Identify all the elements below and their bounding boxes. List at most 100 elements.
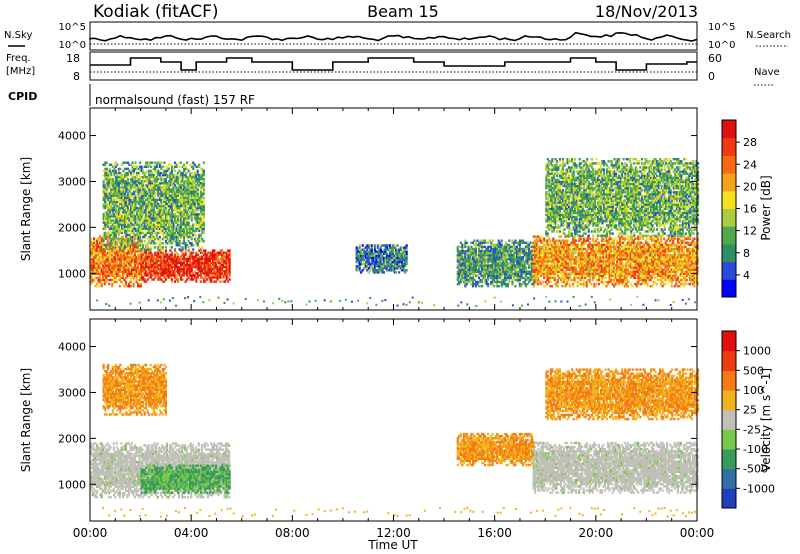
heatmap-cell: [532, 285, 535, 288]
heatmap-cell: [117, 251, 120, 255]
heatmap-cell: [120, 229, 123, 233]
heatmap-cell: [160, 161, 163, 164]
heatmap-cell: [103, 266, 106, 269]
heatmap-cell: [192, 261, 195, 265]
heatmap-cell: [161, 233, 164, 237]
heatmap-cell: [474, 249, 477, 253]
heatmap-cell: [126, 272, 129, 275]
heatmap-cell: [91, 270, 94, 273]
heatmap-cell: [199, 248, 202, 251]
heatmap-cell: [110, 221, 113, 224]
heatmap-cell: [177, 272, 180, 275]
heatmap-cell: [149, 261, 152, 265]
heatmap-cell: [166, 265, 169, 269]
heatmap-cell: [158, 249, 161, 252]
heatmap-cell: [396, 244, 399, 247]
heatmap-cell: [155, 265, 158, 269]
heatmap-cell: [93, 245, 96, 249]
heatmap-cell: [96, 243, 99, 247]
heatmap-cell: [149, 221, 152, 224]
heatmap-cell: [132, 262, 135, 265]
heatmap-cell: [132, 285, 135, 288]
heatmap-cell: [402, 252, 405, 255]
heatmap-cell: [189, 263, 192, 267]
heatmap-cell: [183, 265, 186, 269]
heatmap-cell: [96, 237, 99, 240]
heatmap-cell: [126, 266, 129, 269]
heatmap-cell: [138, 268, 141, 271]
heatmap-cell: [140, 278, 143, 281]
heatmap-cell: [189, 257, 192, 261]
heatmap-cell: [358, 244, 361, 247]
heatmap-cell: [158, 270, 161, 273]
heatmap-cell: [140, 249, 143, 253]
heatmap-cell: [164, 270, 167, 273]
heatmap-cell: [114, 262, 117, 265]
heatmap-cell: [121, 258, 124, 261]
heatmap-cell: [123, 251, 126, 255]
heatmap-cell: [102, 264, 105, 267]
heatmap-cell: [221, 268, 224, 271]
heatmap-cell: [111, 247, 114, 251]
heatmap-cell: [184, 272, 187, 275]
heatmap-cell: [106, 251, 109, 255]
heatmap-cell: [177, 255, 180, 258]
heatmap-cell: [91, 266, 94, 269]
heatmap-cell: [103, 258, 106, 261]
heatmap-cell: [97, 262, 100, 265]
heatmap-cell: [193, 263, 196, 267]
heatmap-cell: [135, 249, 138, 253]
heatmap-cell: [111, 202, 114, 206]
heatmap-cell: [202, 209, 205, 212]
heatmap-cell: [181, 248, 184, 251]
nsky-label: N.Sky: [4, 30, 32, 41]
heatmap-cell: [497, 285, 500, 288]
heatmap-cell: [145, 233, 148, 237]
heatmap-cell: [177, 280, 180, 283]
heatmap-cell: [108, 264, 111, 267]
heatmap-cell: [131, 161, 134, 164]
heatmap-cell: [138, 254, 141, 257]
heatmap-cell: [121, 272, 124, 275]
heatmap-cell: [192, 167, 195, 171]
heatmap-cell: [137, 254, 140, 257]
heatmap-cell: [167, 257, 170, 261]
heatmap-cell: [358, 265, 361, 268]
heatmap-cell: [102, 266, 105, 269]
heatmap-cell: [129, 272, 132, 275]
heatmap-cell: [106, 254, 109, 257]
heatmap-cell: [526, 241, 529, 244]
heatmap-cell: [129, 249, 132, 253]
heatmap-cell: [126, 251, 129, 255]
heatmap-cell: [158, 261, 161, 265]
heatmap-cell: [181, 253, 184, 256]
heatmap-cell: [511, 247, 514, 251]
heatmap-cell: [134, 268, 137, 271]
heatmap-cell: [183, 257, 186, 261]
heatmap-cell: [190, 255, 193, 258]
heatmap-cell: [522, 239, 525, 242]
heatmap-cell: [123, 258, 126, 261]
heatmap-cell: [136, 221, 139, 224]
heatmap-cell: [219, 280, 222, 283]
heatmap-cell: [117, 274, 120, 277]
heatmap-cell: [511, 239, 514, 242]
heatmap-cell: [132, 282, 135, 286]
heatmap-cell: [187, 268, 190, 271]
heatmap-cell: [97, 266, 100, 269]
heatmap-cell: [367, 244, 370, 247]
heatmap-cell: [93, 278, 96, 282]
heatmap-cell: [99, 278, 102, 282]
heatmap-cell: [112, 251, 115, 255]
heatmap-cell: [160, 178, 163, 181]
heatmap-cell: [184, 280, 187, 283]
heatmap-cell: [170, 270, 173, 273]
heatmap-cell: [106, 272, 109, 275]
heatmap-cell: [163, 272, 166, 275]
heatmap-cell: [175, 251, 178, 254]
heatmap-cell: [192, 184, 195, 187]
heatmap-cell: [196, 209, 199, 212]
station-title: Kodiak (fitACF): [93, 2, 219, 22]
heatmap-cell: [195, 255, 198, 258]
heatmap-cell: [148, 253, 151, 256]
